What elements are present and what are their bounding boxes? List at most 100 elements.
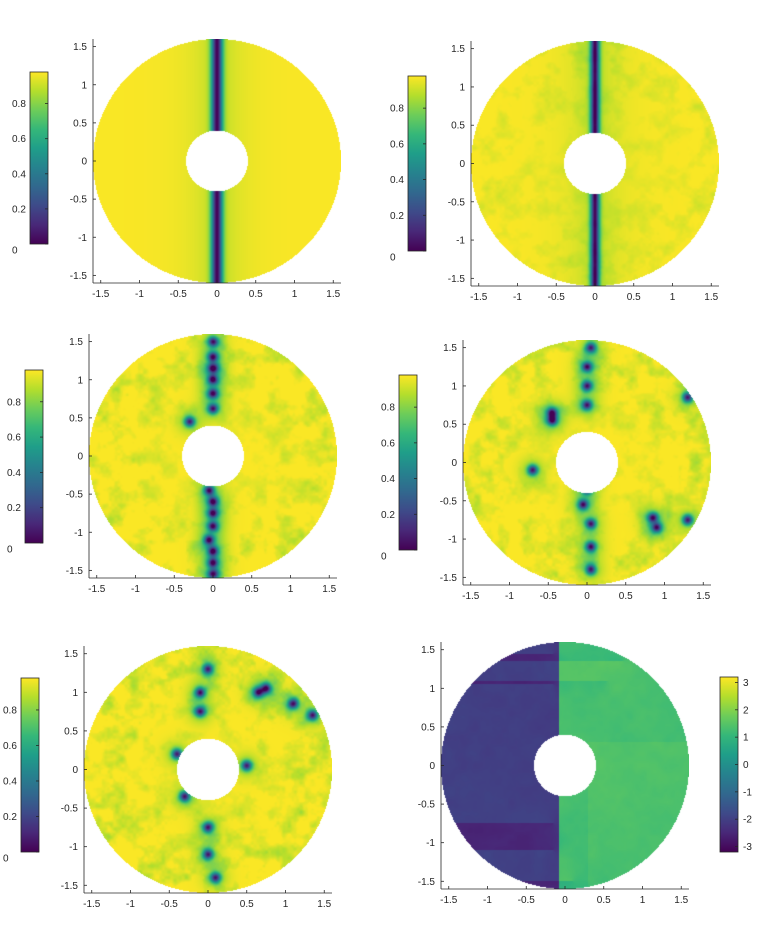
colorbar-tick-label: 0.2 bbox=[3, 812, 17, 823]
colorbar-tick-label: -1 bbox=[743, 787, 752, 798]
colorbar-tick-label: 0 bbox=[7, 545, 13, 556]
x-tick-label: 0.5 bbox=[240, 899, 254, 910]
y-tick-label: -1.5 bbox=[70, 271, 88, 282]
colorbar-tick-label: 0.8 bbox=[381, 403, 395, 414]
colorbar-gradient bbox=[29, 71, 49, 245]
x-tick-label: 1 bbox=[292, 289, 298, 300]
y-tick-label: 1 bbox=[81, 80, 87, 91]
annulus-field-6 bbox=[441, 642, 689, 889]
colorbar-tick-label: 2 bbox=[743, 705, 749, 716]
y-tick-label: 0.5 bbox=[64, 726, 78, 737]
y-tick-label: 0 bbox=[72, 765, 78, 776]
panel-6: -1.5 -1 -0.5 0 0.5 1 1.5 -1.5 -1 -0.5 0 0.5 1 1.5 -3 -2… bbox=[418, 642, 752, 906]
y-tick-label: 0 bbox=[429, 761, 435, 772]
colorbar-tick-label: 0.6 bbox=[381, 438, 395, 449]
colorbar-tick-label: 0.4 bbox=[381, 474, 395, 485]
x-tick-label: -0.5 bbox=[161, 899, 179, 910]
y-tick-label: -1 bbox=[448, 535, 457, 546]
colorbar-tick-label: 0 bbox=[390, 253, 396, 264]
y-tick-label: -0.5 bbox=[418, 800, 436, 811]
y-tick-label: 1.5 bbox=[443, 343, 457, 354]
x-tick-label: 1 bbox=[283, 899, 289, 910]
y-tick-label: -1.5 bbox=[61, 881, 79, 892]
x-tick-label: 1.5 bbox=[326, 289, 340, 300]
colorbar-tick-label: 1 bbox=[743, 733, 749, 744]
y-tick-label: -1 bbox=[456, 236, 465, 247]
y-tick-label: -0.5 bbox=[66, 490, 84, 501]
x-tick-label: -1.5 bbox=[462, 591, 480, 602]
x-tick-label: -0.5 bbox=[548, 292, 566, 303]
y-tick-label: 0 bbox=[81, 157, 87, 168]
x-tick-label: 1 bbox=[670, 292, 676, 303]
colorbar-gradient bbox=[20, 677, 40, 853]
colorbar-tick-label: 0 bbox=[12, 246, 18, 257]
x-tick-label: -0.5 bbox=[540, 591, 558, 602]
x-tick-label: 1.5 bbox=[674, 895, 688, 906]
annulus-field-3 bbox=[89, 334, 337, 578]
y-tick-label: -1.5 bbox=[66, 566, 84, 577]
y-tick-label: 1 bbox=[429, 684, 435, 695]
colorbar-tick-label: 0.6 bbox=[7, 433, 21, 444]
x-tick-label: -1.5 bbox=[470, 292, 488, 303]
colorbar-tick-label: 0.2 bbox=[390, 211, 404, 222]
x-tick-label: -0.5 bbox=[166, 584, 184, 595]
x-tick-label: -1 bbox=[505, 591, 514, 602]
x-tick-label: -1 bbox=[126, 899, 135, 910]
x-tick-label: -1 bbox=[131, 584, 140, 595]
y-tick-label: 1 bbox=[72, 688, 78, 699]
y-tick-label: 1.5 bbox=[73, 42, 87, 53]
colorbar-gradient bbox=[24, 369, 44, 544]
x-tick-label: 0 bbox=[592, 292, 598, 303]
annulus-field-5 bbox=[84, 646, 332, 893]
x-tick-label: 1 bbox=[662, 591, 668, 602]
y-tick-label: -0.5 bbox=[448, 197, 466, 208]
colorbar-tick-label: 0.4 bbox=[390, 175, 404, 186]
x-tick-label: 0.5 bbox=[627, 292, 641, 303]
x-tick-label: 0 bbox=[214, 289, 220, 300]
colorbar-gradient bbox=[407, 75, 427, 252]
x-tick-label: 0 bbox=[584, 591, 590, 602]
y-tick-label: 1.5 bbox=[64, 649, 78, 660]
colorbar-1: 0 0.2 0.4 0.6 0.8 bbox=[12, 71, 49, 257]
x-tick-label: 0 bbox=[210, 584, 216, 595]
x-tick-label: 0.5 bbox=[245, 584, 259, 595]
x-tick-label: -1.5 bbox=[92, 289, 110, 300]
colorbar-tick-label: 0.8 bbox=[3, 705, 17, 716]
colorbar-tick-label: 0.8 bbox=[7, 397, 21, 408]
colorbar-tick-label: 3 bbox=[743, 678, 749, 689]
y-tick-label: 0.5 bbox=[69, 413, 83, 424]
colorbar-tick-label: 0.4 bbox=[3, 776, 17, 787]
x-tick-label: 1 bbox=[640, 895, 646, 906]
colorbar-4: 0 0.2 0.4 0.6 0.8 bbox=[381, 374, 418, 563]
colorbar-6: -3 -2 -1 0 1 2 3 bbox=[719, 676, 752, 853]
y-tick-label: 0 bbox=[77, 452, 83, 463]
x-tick-label: 1.5 bbox=[696, 591, 710, 602]
x-tick-label: -0.5 bbox=[170, 289, 188, 300]
x-tick-label: 0.5 bbox=[597, 895, 611, 906]
y-tick-label: -0.5 bbox=[440, 496, 458, 507]
y-tick-label: 0.5 bbox=[451, 121, 465, 132]
colorbar-tick-label: 0.4 bbox=[12, 169, 26, 180]
colorbar-tick-label: -3 bbox=[743, 842, 752, 853]
x-tick-label: -0.5 bbox=[518, 895, 536, 906]
colorbar-2: 0 0.2 0.4 0.6 0.8 bbox=[390, 75, 427, 264]
x-tick-label: 1.5 bbox=[322, 584, 336, 595]
y-tick-label: 1.5 bbox=[69, 337, 83, 348]
y-tick-label: 1.5 bbox=[451, 44, 465, 55]
colorbar-5: 0 0.2 0.4 0.6 0.8 bbox=[3, 677, 40, 865]
panel-4: -1.5 -1 -0.5 0 0.5 1 1.5 -1.5 -1 -0.5 0 0.5 1 1.5 0 0.2… bbox=[381, 340, 711, 602]
colorbar-3: 0 0.2 0.4 0.6 0.8 bbox=[7, 369, 44, 556]
colorbar-tick-label: 0.8 bbox=[12, 99, 26, 110]
y-tick-label: -1.5 bbox=[448, 274, 466, 285]
y-tick-label: 1 bbox=[459, 82, 465, 93]
panel-1: -1.5 -1 -0.5 0 0.5 1 1.5 -1.5 -1 -0.5 0 0.5 1 1.5 0 0.2… bbox=[12, 39, 341, 300]
y-tick-label: 0.5 bbox=[443, 420, 457, 431]
colorbar-tick-label: 0.8 bbox=[390, 104, 404, 115]
y-tick-label: 0 bbox=[459, 159, 465, 170]
y-tick-label: -1 bbox=[69, 842, 78, 853]
y-tick-label: 1 bbox=[77, 375, 83, 386]
y-tick-label: -1 bbox=[74, 528, 83, 539]
colorbar-tick-label: 0.6 bbox=[390, 139, 404, 150]
colorbar-tick-label: 0.6 bbox=[3, 741, 17, 752]
y-tick-label: -1 bbox=[78, 233, 87, 244]
